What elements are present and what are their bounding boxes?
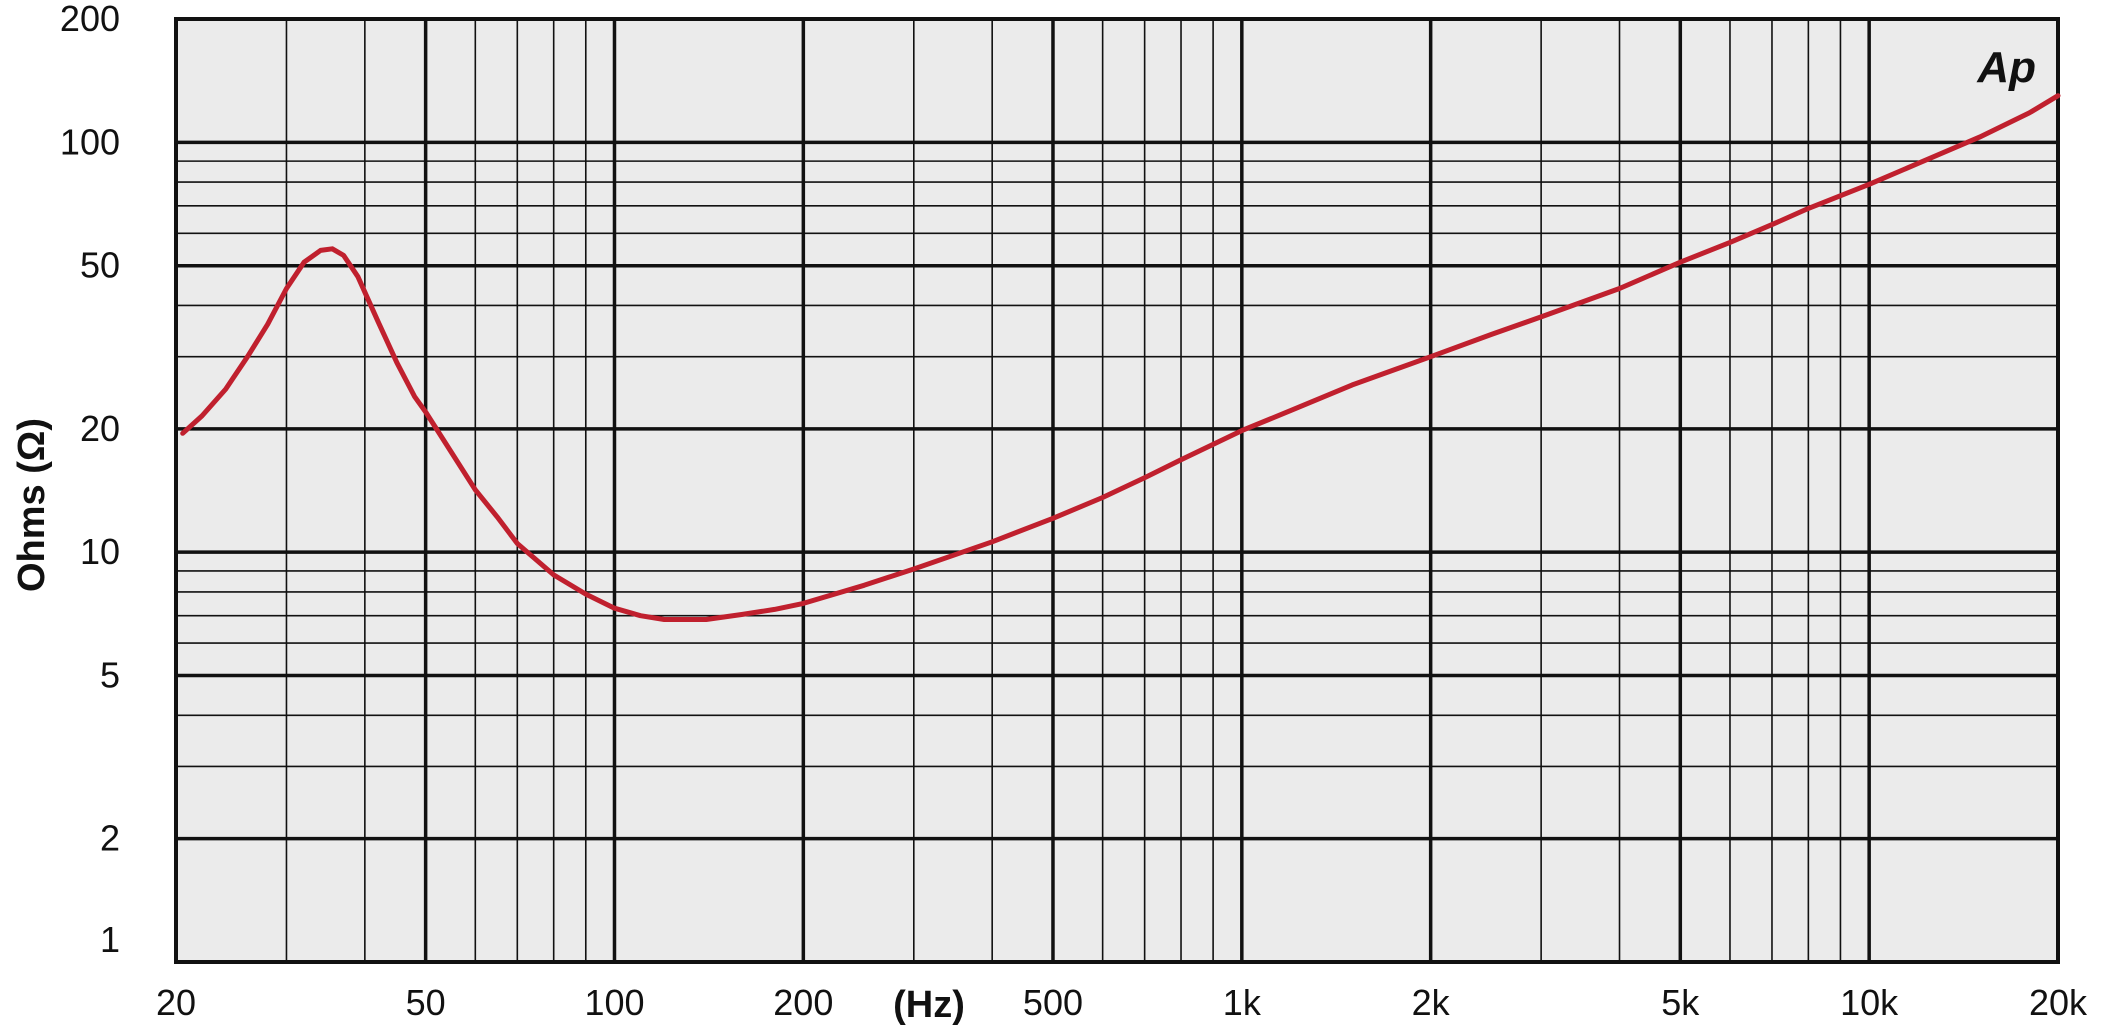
x-tick-label: 1k	[1223, 982, 1262, 1023]
y-axis-label: Ohms (Ω)	[11, 418, 53, 592]
x-tick-label: 20k	[2029, 982, 2088, 1023]
plot-frame	[174, 17, 2060, 964]
x-tick-label: 20	[156, 982, 196, 1023]
ap-logo: Ap	[1976, 43, 2036, 92]
x-axis-label: (Hz)	[893, 984, 965, 1026]
y-tick-label: 20	[80, 408, 120, 449]
minor-grid	[176, 19, 2058, 962]
x-tick-labels: 20 50 100 200 500 1k 2k 5k 10k 20k	[156, 982, 2088, 1023]
x-tick-label: 5k	[1661, 982, 1700, 1023]
series-layer	[180, 93, 2061, 622]
major-grid	[176, 19, 2058, 962]
x-tick-label: 2k	[1412, 982, 1451, 1023]
y-tick-labels: 1 2 5 10 20 50 100 200	[60, 0, 120, 960]
y-tick-label: 5	[100, 655, 120, 696]
y-tick-label: 2	[100, 818, 120, 859]
y-tick-label: 200	[60, 0, 120, 39]
impedance-curve	[180, 93, 2061, 622]
x-tick-label: 200	[773, 982, 833, 1023]
y-tick-label: 10	[80, 531, 120, 572]
x-tick-label: 500	[1023, 982, 1083, 1023]
y-tick-label: 50	[80, 245, 120, 286]
y-tick-label: 1	[100, 919, 120, 960]
y-tick-label: 100	[60, 121, 120, 162]
x-tick-label: 100	[584, 982, 644, 1023]
x-tick-label: 10k	[1840, 982, 1899, 1023]
x-tick-label: 50	[406, 982, 446, 1023]
